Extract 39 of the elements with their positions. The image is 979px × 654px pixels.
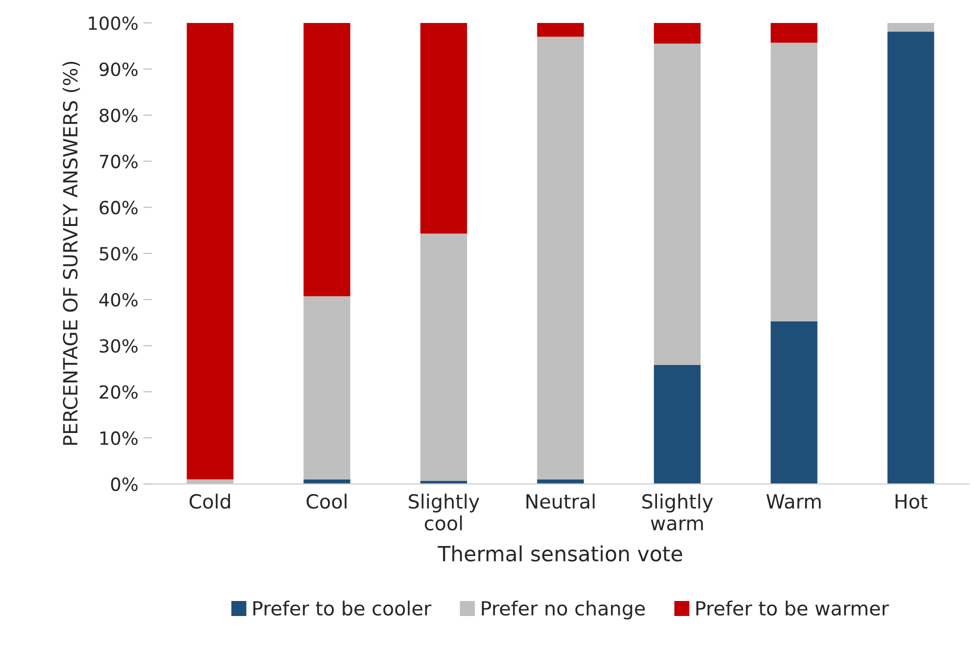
y-tick-label: 40% bbox=[99, 292, 138, 307]
y-tick-label: 100% bbox=[88, 16, 138, 30]
bar bbox=[654, 44, 701, 366]
y-tick-label: 80% bbox=[100, 108, 138, 122]
x-tick-label: Slightly cool bbox=[408, 494, 480, 531]
bar bbox=[420, 234, 468, 481]
bar bbox=[537, 22, 584, 37]
legend-label: Prefer to be warmer bbox=[696, 600, 889, 616]
bar bbox=[537, 36, 584, 480]
bar bbox=[770, 42, 818, 322]
bar bbox=[887, 32, 934, 484]
bar bbox=[770, 321, 818, 484]
y-tick-label: 20% bbox=[100, 385, 138, 399]
bar bbox=[304, 22, 350, 296]
x-tick-label: Cold bbox=[190, 494, 230, 509]
legend-label: Prefer to be cooler bbox=[253, 600, 432, 616]
legend-label: Prefer no change bbox=[482, 600, 645, 620]
y-tick-label: 90% bbox=[100, 62, 138, 76]
y-tick-label: 50% bbox=[100, 246, 138, 261]
bar bbox=[887, 22, 934, 32]
y-tick-label: 0% bbox=[111, 477, 138, 492]
bar bbox=[654, 365, 701, 484]
bar bbox=[304, 296, 350, 480]
x-tick-label: Hot bbox=[896, 494, 928, 509]
bar bbox=[770, 22, 818, 43]
bar bbox=[654, 22, 701, 44]
bar bbox=[420, 22, 468, 234]
x-tick-label: Cool bbox=[306, 494, 346, 509]
x-tick-label: Slightly warm bbox=[642, 494, 713, 531]
y-tick-label: 10% bbox=[100, 431, 138, 445]
x-axis-title: Thermal sensation vote bbox=[438, 545, 682, 562]
y-tick-label: 60% bbox=[100, 200, 138, 214]
y-tick-label: 30% bbox=[100, 339, 138, 353]
y-axis-title: PERCENTAGE OF SURVEY ANSWERS (%) bbox=[62, 62, 80, 445]
x-tick-label: Neutral bbox=[526, 494, 595, 509]
y-tick-label: 70% bbox=[100, 154, 138, 168]
bar bbox=[420, 480, 468, 484]
bar bbox=[186, 22, 234, 480]
x-tick-label: Warm bbox=[766, 494, 821, 509]
